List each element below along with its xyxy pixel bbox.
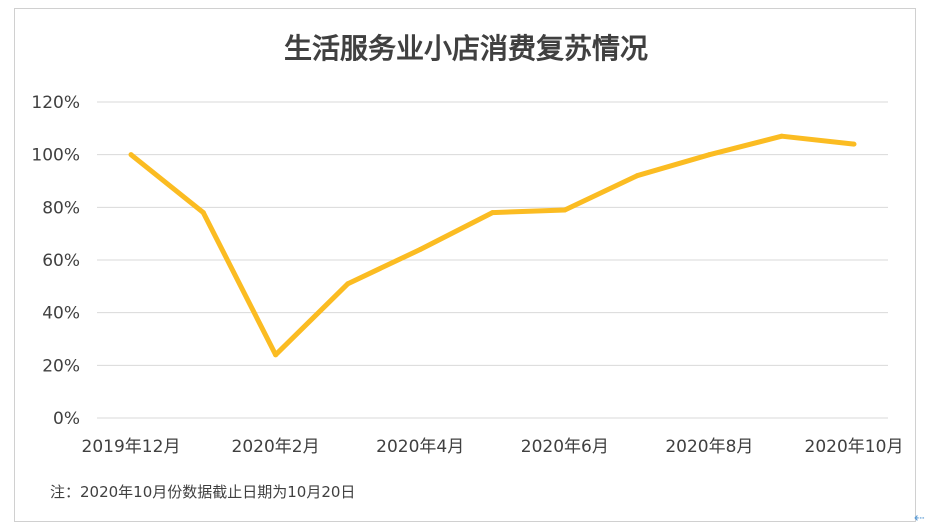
data-point (562, 207, 568, 213)
y-tick-label: 20% (42, 356, 80, 376)
data-point (634, 173, 640, 179)
data-point (417, 246, 423, 252)
chart-title: 生活服务业小店消费复苏情况 (284, 32, 648, 65)
chart-frame (14, 8, 916, 522)
data-point (128, 152, 134, 158)
x-axis-ticks: 2019年12月 2020年2月 2020年4月 2020年6月 2020年8月 2020… (82, 437, 904, 457)
y-tick-label: 100% (31, 146, 80, 166)
series-layer (128, 133, 857, 358)
x-tick-label: 2020年6月 (521, 437, 609, 457)
x-tick-label: 2020年4月 (376, 437, 464, 457)
y-tick-label: 60% (42, 251, 80, 271)
back-arrow-icon[interactable]: ⇠ (914, 511, 925, 526)
chart-footnote: 注：2020年10月份数据截止日期为10月20日 (50, 483, 355, 501)
y-axis-ticks: 0% 20% 40% 60% 80% 100% 120% (31, 93, 80, 429)
y-tick-label: 80% (42, 198, 80, 218)
x-tick-label: 2020年10月 (805, 437, 904, 457)
y-tick-label: 0% (53, 409, 80, 429)
data-point (779, 133, 785, 139)
data-point (200, 210, 206, 216)
data-point (345, 281, 351, 287)
data-point (273, 352, 279, 358)
x-tick-label: 2020年2月 (232, 437, 320, 457)
y-tick-label: 120% (31, 93, 80, 113)
x-tick-label: 2020年8月 (665, 437, 753, 457)
x-tick-label: 2019年12月 (82, 437, 181, 457)
grid-layer (97, 101, 888, 419)
data-point (490, 210, 495, 216)
series-line (129, 133, 855, 358)
data-point (706, 152, 712, 158)
data-point (851, 141, 857, 147)
y-tick-label: 40% (42, 304, 80, 324)
